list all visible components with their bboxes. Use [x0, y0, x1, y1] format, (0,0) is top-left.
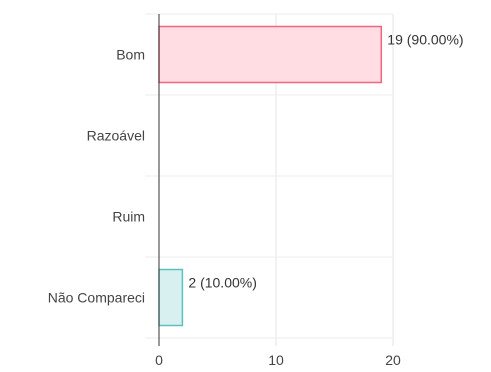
x-tick-label-1: 10 [268, 352, 284, 367]
x-tick-label-2: 20 [385, 352, 401, 367]
x-tick-label-0: 0 [155, 352, 163, 367]
category-label-0: Bom [116, 47, 145, 63]
category-label-2: Ruim [112, 209, 145, 225]
data-label-0: 19 (90.00%) [387, 32, 463, 48]
bar-0[interactable] [158, 25, 383, 84]
labels-layer: Bom 19 (90.00%) Razoável Ruim Não Compareci 2… [48, 32, 464, 306]
category-label-1: Razoável [87, 128, 145, 144]
axis-layer: 0 10 20 [155, 14, 401, 368]
data-label-3: 2 (10.00%) [188, 275, 256, 291]
bar-3[interactable] [158, 268, 184, 327]
category-label-3: Não Compareci [48, 290, 145, 306]
